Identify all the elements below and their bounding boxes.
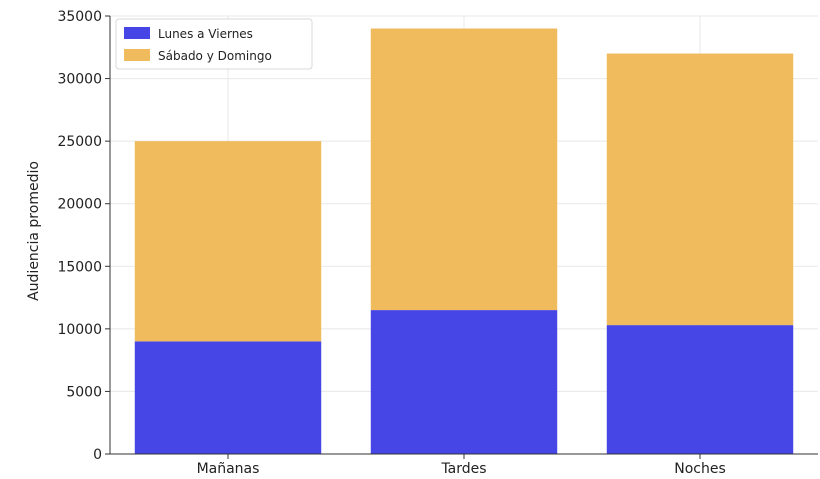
y-tick-label: 15000 [57, 259, 102, 275]
y-tick-label: 35000 [57, 9, 102, 25]
bar-weekend-0 [134, 141, 322, 342]
legend-swatch [124, 27, 150, 39]
legend-label: Lunes a Viernes [158, 27, 253, 41]
bar-weekday-0 [134, 341, 322, 454]
y-tick-label: 20000 [57, 197, 102, 213]
bar-weekend-1 [370, 28, 558, 311]
legend-swatch [124, 49, 150, 61]
x-tick-label: Mañanas [197, 461, 260, 477]
legend-box [115, 18, 313, 70]
bar-weekday-1 [370, 310, 558, 454]
bars [134, 28, 794, 454]
bar-weekend-2 [606, 53, 794, 326]
legend: Lunes a Viernes Sábado y Domingo [115, 18, 313, 70]
y-ticks: 0 5000 10000 15000 20000 25000 30000 35000 [57, 9, 110, 463]
x-tick-label: Noches [674, 461, 726, 477]
y-tick-label: 0 [93, 447, 102, 463]
legend-label: Sábado y Domingo [158, 49, 272, 63]
y-tick-label: 5000 [66, 384, 102, 400]
y-axis-title: Audiencia promedio [26, 161, 42, 301]
x-ticks: Mañanas Tardes Noches [197, 454, 726, 477]
y-tick-label: 25000 [57, 134, 102, 150]
x-tick-label: Tardes [440, 461, 486, 477]
bar-weekday-2 [606, 325, 794, 454]
y-tick-label: 10000 [57, 322, 102, 338]
y-tick-label: 30000 [57, 72, 102, 88]
